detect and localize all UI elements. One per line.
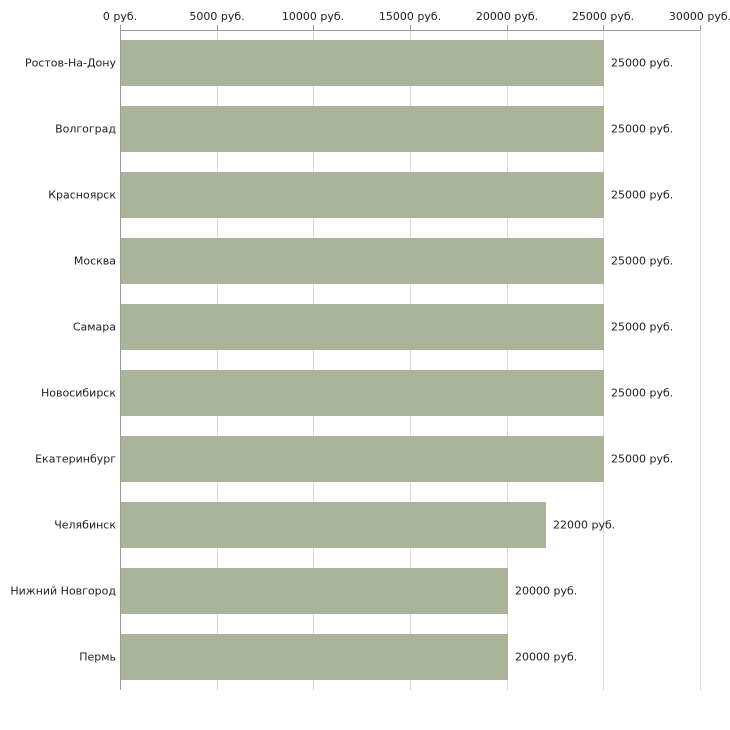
x-axis-tick bbox=[410, 25, 411, 30]
bar bbox=[121, 634, 508, 680]
x-tick-label: 0 руб. bbox=[102, 10, 138, 23]
x-tick-label: 25000 руб. bbox=[571, 10, 635, 23]
bar bbox=[121, 370, 604, 416]
category-label: Волгоград bbox=[55, 122, 116, 136]
category-label: Екатеринбург bbox=[35, 452, 116, 466]
value-label: 25000 руб. bbox=[611, 122, 674, 136]
gridline bbox=[410, 30, 411, 690]
value-label: 22000 руб. bbox=[553, 518, 616, 532]
gridline bbox=[217, 30, 218, 690]
bar bbox=[121, 436, 604, 482]
category-label: Новосибирск bbox=[40, 386, 116, 400]
bar bbox=[121, 502, 546, 548]
bar bbox=[121, 304, 604, 350]
x-tick-label: 5000 руб. bbox=[189, 10, 245, 23]
value-label: 25000 руб. bbox=[611, 254, 674, 268]
value-label: 25000 руб. bbox=[611, 386, 674, 400]
value-label: 25000 руб. bbox=[611, 320, 674, 334]
category-label: Нижний Новгород bbox=[10, 584, 116, 598]
gridline bbox=[700, 30, 701, 690]
x-axis-tick bbox=[700, 25, 701, 30]
category-label: Самара bbox=[72, 320, 116, 334]
x-tick-label: 30000 руб. bbox=[668, 10, 730, 23]
value-label: 20000 руб. bbox=[515, 650, 578, 664]
x-tick-label: 20000 руб. bbox=[475, 10, 539, 23]
gridline bbox=[603, 30, 604, 690]
x-axis-tick bbox=[217, 25, 218, 30]
category-label: Красноярск bbox=[48, 188, 116, 202]
x-axis-tick bbox=[603, 25, 604, 30]
bar bbox=[121, 172, 604, 218]
x-tick-label: 10000 руб. bbox=[281, 10, 345, 23]
category-label: Москва bbox=[73, 254, 116, 268]
x-axis-tick bbox=[507, 25, 508, 30]
bar bbox=[121, 40, 604, 86]
bar bbox=[121, 106, 604, 152]
category-label: Ростов-На-Дону bbox=[24, 56, 116, 70]
value-label: 20000 руб. bbox=[515, 584, 578, 598]
gridline bbox=[313, 30, 314, 690]
x-tick-label: 15000 руб. bbox=[378, 10, 442, 23]
bar bbox=[121, 568, 508, 614]
bar bbox=[121, 238, 604, 284]
value-label: 25000 руб. bbox=[611, 188, 674, 202]
x-axis-tick bbox=[120, 25, 121, 30]
category-label: Пермь bbox=[79, 650, 116, 664]
value-label: 25000 руб. bbox=[611, 56, 674, 70]
value-label: 25000 руб. bbox=[611, 452, 674, 466]
x-axis-line bbox=[120, 30, 700, 31]
y-axis-line bbox=[120, 30, 121, 690]
x-axis-tick bbox=[313, 25, 314, 30]
category-label: Челябинск bbox=[54, 518, 116, 532]
gridline bbox=[507, 30, 508, 690]
